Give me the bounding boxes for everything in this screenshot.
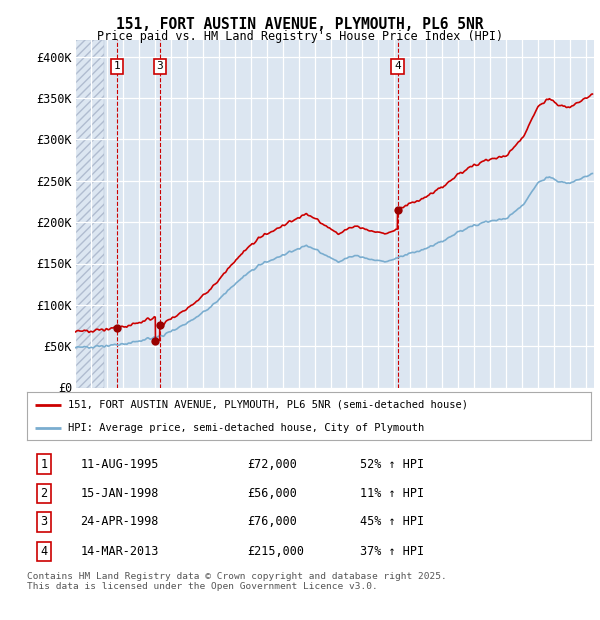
Text: 3: 3 (157, 61, 163, 71)
Text: HPI: Average price, semi-detached house, City of Plymouth: HPI: Average price, semi-detached house,… (68, 423, 424, 433)
Text: 11-AUG-1995: 11-AUG-1995 (80, 458, 159, 471)
Text: £215,000: £215,000 (247, 545, 304, 558)
Text: 37% ↑ HPI: 37% ↑ HPI (360, 545, 424, 558)
Text: 4: 4 (40, 545, 47, 558)
Text: 24-APR-1998: 24-APR-1998 (80, 515, 159, 528)
Text: 151, FORT AUSTIN AVENUE, PLYMOUTH, PL6 5NR (semi-detached house): 151, FORT AUSTIN AVENUE, PLYMOUTH, PL6 5… (68, 400, 467, 410)
Text: Price paid vs. HM Land Registry's House Price Index (HPI): Price paid vs. HM Land Registry's House … (97, 30, 503, 43)
Text: 15-JAN-1998: 15-JAN-1998 (80, 487, 159, 500)
Text: 2: 2 (40, 487, 47, 500)
Text: 3: 3 (40, 515, 47, 528)
Text: 1: 1 (113, 61, 120, 71)
Text: £56,000: £56,000 (247, 487, 297, 500)
Text: 151, FORT AUSTIN AVENUE, PLYMOUTH, PL6 5NR: 151, FORT AUSTIN AVENUE, PLYMOUTH, PL6 5… (116, 17, 484, 32)
Text: 1: 1 (40, 458, 47, 471)
Text: Contains HM Land Registry data © Crown copyright and database right 2025.
This d: Contains HM Land Registry data © Crown c… (27, 572, 447, 591)
Text: 11% ↑ HPI: 11% ↑ HPI (360, 487, 424, 500)
Text: 4: 4 (394, 61, 401, 71)
Text: £76,000: £76,000 (247, 515, 297, 528)
Text: 14-MAR-2013: 14-MAR-2013 (80, 545, 159, 558)
Text: 52% ↑ HPI: 52% ↑ HPI (360, 458, 424, 471)
Text: 45% ↑ HPI: 45% ↑ HPI (360, 515, 424, 528)
Text: £72,000: £72,000 (247, 458, 297, 471)
